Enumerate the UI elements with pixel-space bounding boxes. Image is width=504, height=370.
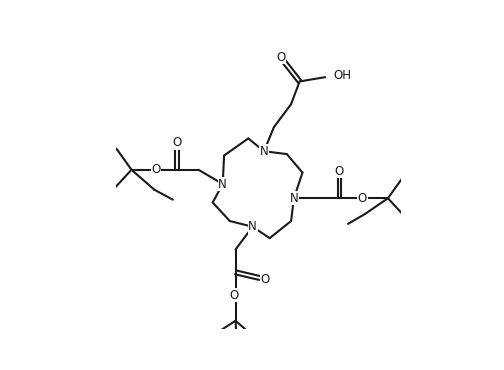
Text: O: O	[151, 163, 160, 176]
Text: O: O	[335, 165, 344, 178]
Text: N: N	[260, 145, 268, 158]
Text: O: O	[172, 136, 182, 149]
Text: O: O	[229, 289, 239, 302]
Text: N: N	[218, 178, 227, 191]
Text: O: O	[277, 51, 286, 64]
Text: OH: OH	[334, 69, 352, 82]
Text: N: N	[248, 220, 257, 233]
Text: O: O	[261, 273, 270, 286]
Text: N: N	[289, 192, 298, 205]
Text: O: O	[358, 192, 367, 205]
